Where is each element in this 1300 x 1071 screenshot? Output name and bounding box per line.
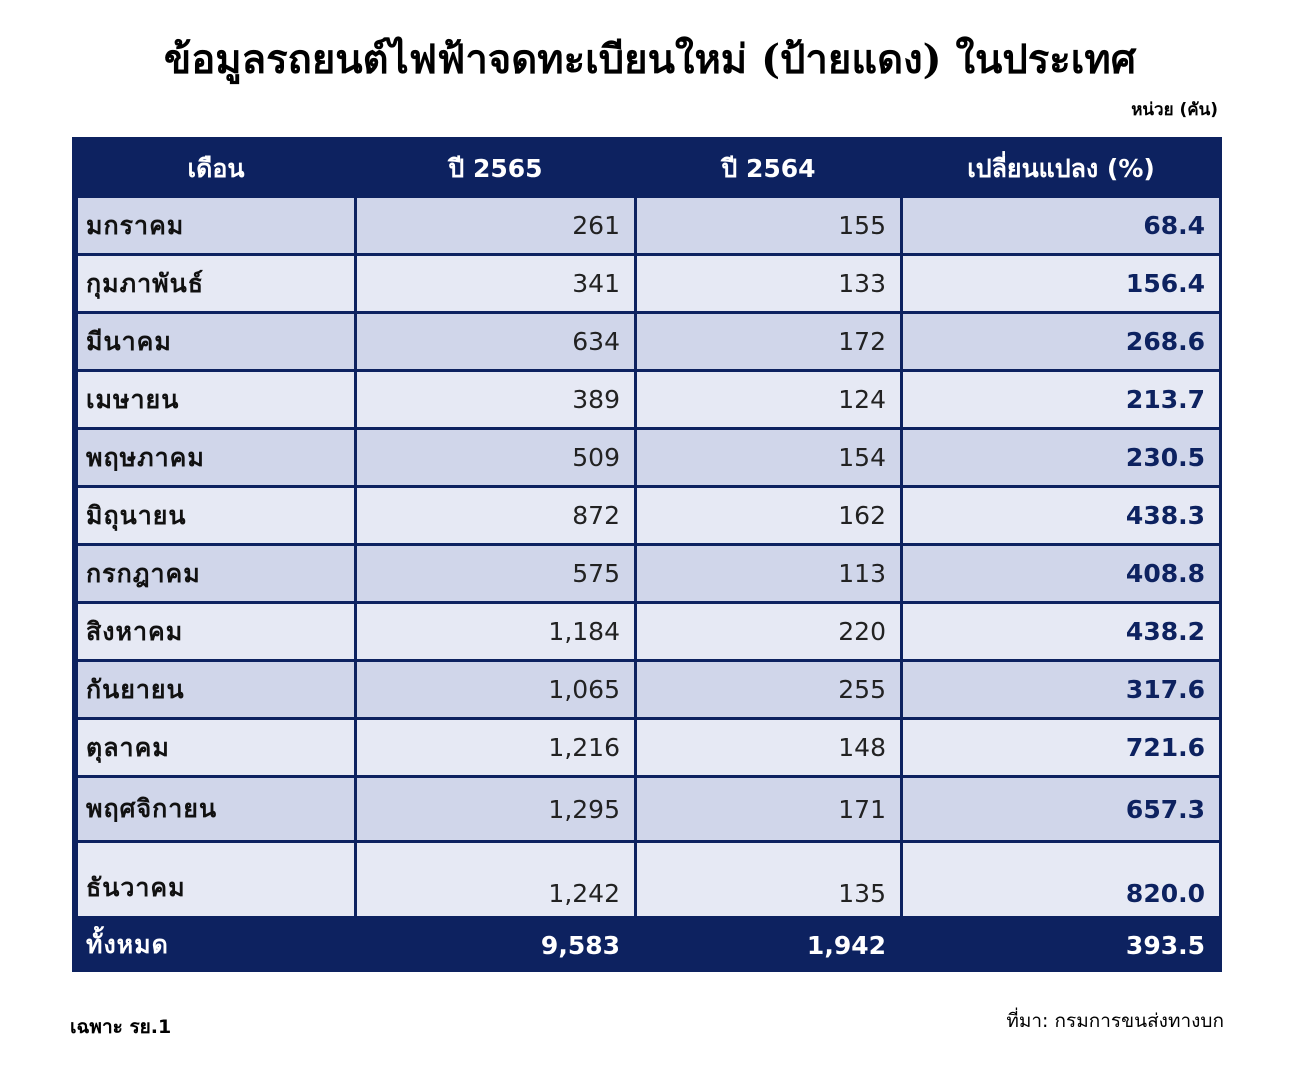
header-row: เดือน ปี 2565 ปี 2564 เปลี่ยนแปลง (%): [78, 143, 1219, 195]
month-cell: พฤศจิกายน: [78, 778, 354, 840]
value-2565-cell: 575: [357, 546, 634, 601]
value-2565-cell: 1,216: [357, 720, 634, 775]
value-2564-cell: 113: [637, 546, 900, 601]
page-title: ข้อมูลรถยนต์ไฟฟ้าจดทะเบียนใหม่ (ป้ายแดง)…: [163, 36, 1137, 83]
month-cell: มกราคม: [78, 198, 354, 253]
unit-label: หน่วย (คัน): [1131, 100, 1218, 120]
month-cell: มิถุนายน: [78, 488, 354, 543]
total-label-cell: ทั้งหมด: [78, 919, 354, 971]
month-cell: พฤษภาคม: [78, 430, 354, 485]
table-row: พฤษภาคม 509 154 230.5: [78, 430, 1219, 485]
total-2565-cell: 9,583: [357, 919, 634, 971]
change-cell: 268.6: [903, 314, 1219, 369]
value-2565-cell: 509: [357, 430, 634, 485]
header-change-percent: เปลี่ยนแปลง (%): [903, 143, 1219, 195]
value-2564-cell: 255: [637, 662, 900, 717]
table-row: พฤศจิกายน 1,295 171 657.3: [78, 778, 1219, 840]
table-row: มิถุนายน 872 162 438.3: [78, 488, 1219, 543]
change-cell: 820.0: [903, 843, 1219, 916]
change-cell: 438.3: [903, 488, 1219, 543]
value-2565-cell: 1,242: [357, 843, 634, 916]
value-2564-cell: 124: [637, 372, 900, 427]
value-2565-cell: 872: [357, 488, 634, 543]
change-cell: 68.4: [903, 198, 1219, 253]
month-cell: ธันวาคม: [78, 843, 354, 916]
total-row: ทั้งหมด 9,583 1,942 393.5: [78, 919, 1219, 971]
value-2565-cell: 1,184: [357, 604, 634, 659]
change-cell: 408.8: [903, 546, 1219, 601]
header-month: เดือน: [78, 143, 354, 195]
change-cell: 213.7: [903, 372, 1219, 427]
total-2564-cell: 1,942: [637, 919, 900, 971]
value-2564-cell: 162: [637, 488, 900, 543]
value-2564-cell: 133: [637, 256, 900, 311]
value-2564-cell: 148: [637, 720, 900, 775]
table-row: มกราคม 261 155 68.4: [78, 198, 1219, 253]
table-row: สิงหาคม 1,184 220 438.2: [78, 604, 1219, 659]
header-year-2565: ปี 2565: [357, 143, 634, 195]
table-row: กรกฎาคม 575 113 408.8: [78, 546, 1219, 601]
month-cell: กรกฎาคม: [78, 546, 354, 601]
month-cell: เมษายน: [78, 372, 354, 427]
table-body: มกราคม 261 155 68.4 กุมภาพันธ์ 341 133 1…: [78, 198, 1219, 916]
value-2564-cell: 155: [637, 198, 900, 253]
change-cell: 721.6: [903, 720, 1219, 775]
value-2565-cell: 1,295: [357, 778, 634, 840]
change-cell: 657.3: [903, 778, 1219, 840]
month-cell: ตุลาคม: [78, 720, 354, 775]
value-2565-cell: 341: [357, 256, 634, 311]
total-change-cell: 393.5: [903, 919, 1219, 971]
value-2564-cell: 154: [637, 430, 900, 485]
header-year-2564: ปี 2564: [637, 143, 900, 195]
value-2565-cell: 634: [357, 314, 634, 369]
month-cell: กุมภาพันธ์: [78, 256, 354, 311]
value-2564-cell: 220: [637, 604, 900, 659]
table-row: ตุลาคม 1,216 148 721.6: [78, 720, 1219, 775]
table-row: มีนาคม 634 172 268.6: [78, 314, 1219, 369]
value-2565-cell: 389: [357, 372, 634, 427]
table-row: ธันวาคม 1,242 135 820.0: [78, 843, 1219, 916]
table-footer: ทั้งหมด 9,583 1,942 393.5: [78, 919, 1219, 971]
value-2564-cell: 172: [637, 314, 900, 369]
footnote: เฉพาะ รย.1: [70, 1016, 172, 1038]
value-2565-cell: 1,065: [357, 662, 634, 717]
month-cell: สิงหาคม: [78, 604, 354, 659]
month-cell: กันยายน: [78, 662, 354, 717]
registration-table: เดือน ปี 2565 ปี 2564 เปลี่ยนแปลง (%) มก…: [75, 140, 1222, 974]
source-note: ที่มา: กรมการขนส่งทางบก: [1006, 1010, 1224, 1032]
table-header: เดือน ปี 2565 ปี 2564 เปลี่ยนแปลง (%): [78, 143, 1219, 195]
month-cell: มีนาคม: [78, 314, 354, 369]
change-cell: 438.2: [903, 604, 1219, 659]
table-row: เมษายน 389 124 213.7: [78, 372, 1219, 427]
change-cell: 317.6: [903, 662, 1219, 717]
table-row: กุมภาพันธ์ 341 133 156.4: [78, 256, 1219, 311]
registration-table-container: เดือน ปี 2565 ปี 2564 เปลี่ยนแปลง (%) มก…: [72, 137, 1222, 972]
change-cell: 230.5: [903, 430, 1219, 485]
change-cell: 156.4: [903, 256, 1219, 311]
value-2565-cell: 261: [357, 198, 634, 253]
table-row: กันยายน 1,065 255 317.6: [78, 662, 1219, 717]
value-2564-cell: 171: [637, 778, 900, 840]
value-2564-cell: 135: [637, 843, 900, 916]
